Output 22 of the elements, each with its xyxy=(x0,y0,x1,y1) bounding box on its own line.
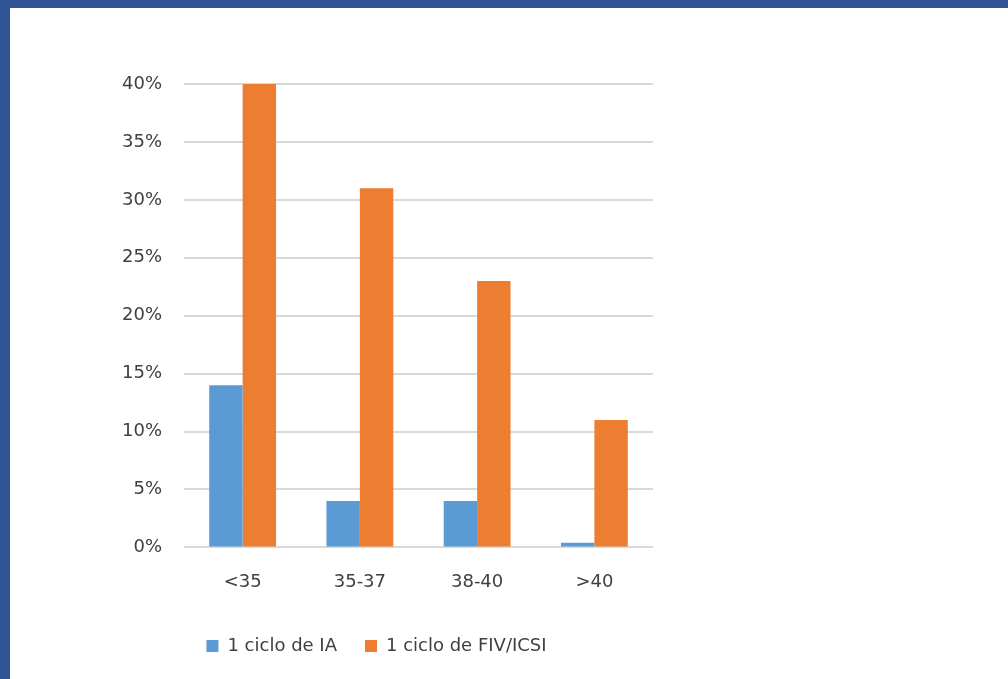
bar xyxy=(594,419,628,547)
bar xyxy=(443,501,478,547)
bar xyxy=(242,84,277,547)
y-tick-label: 15% xyxy=(121,361,163,383)
y-tick-label: 35% xyxy=(121,129,163,151)
bar xyxy=(477,280,511,547)
legend-label: 1 ciclo de FIV/ICSI xyxy=(385,633,547,655)
y-tick-label: 10% xyxy=(121,419,163,441)
bar xyxy=(209,385,243,547)
y-tick-label: 25% xyxy=(121,245,163,267)
legend-label: 1 ciclo de IA xyxy=(227,633,338,655)
x-tick-label: <35 xyxy=(223,569,262,591)
y-tick-label: 40% xyxy=(121,71,163,93)
y-tick-label: 5% xyxy=(133,477,163,499)
y-tick-label: 20% xyxy=(121,303,163,325)
y-tick-label: 0% xyxy=(133,535,163,557)
x-tick-label: 38-40 xyxy=(450,569,504,591)
bar xyxy=(326,501,360,547)
bar xyxy=(359,188,394,547)
x-tick-label: >40 xyxy=(575,569,614,591)
y-tick-label: 30% xyxy=(121,187,163,209)
x-tick-label: 35-37 xyxy=(333,569,387,591)
